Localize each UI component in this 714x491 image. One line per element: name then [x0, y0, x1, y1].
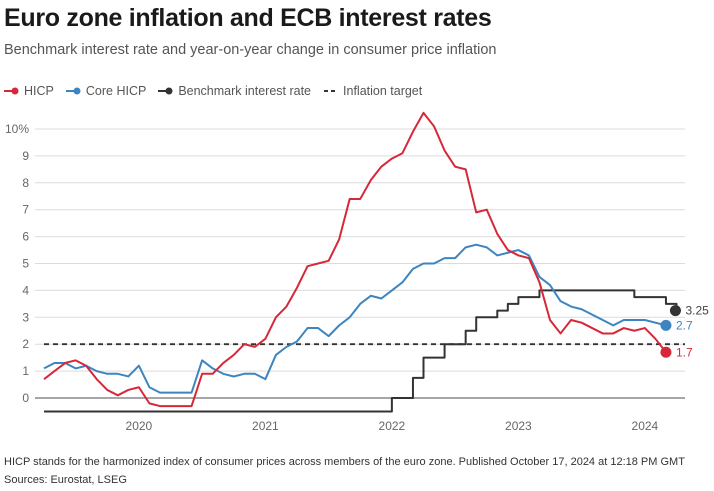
y-tick-label: 8 — [22, 176, 29, 190]
y-tick-label: 7 — [22, 203, 29, 217]
y-tick-label: 10% — [5, 122, 29, 136]
legend-label-inflation-target: Inflation target — [343, 84, 423, 98]
y-tick-label: 9 — [22, 149, 29, 163]
y-tick-label: 2 — [22, 337, 29, 351]
benchmark-interest-rate-line — [44, 289, 678, 413]
x-tick-label: 2023 — [505, 419, 532, 433]
legend-swatch-hicp — [4, 87, 19, 95]
legend-swatch-benchmark-rate — [158, 87, 173, 95]
y-axis-ticks: 0 1 2 3 4 5 6 7 8 9 10% — [5, 122, 29, 405]
hicp-end-label: 1.7 — [676, 345, 693, 359]
footer-note: HICP stands for the harmonized index of … — [4, 456, 685, 468]
y-tick-label: 6 — [22, 230, 29, 244]
core-hicp-end-label: 2.7 — [676, 318, 693, 332]
legend-swatch-inflation-target — [324, 90, 339, 92]
core-hicp-end-dot — [660, 319, 672, 331]
page-title: Euro zone inflation and ECB interest rat… — [4, 4, 492, 32]
x-tick-label: 2021 — [252, 419, 279, 433]
y-tick-label: 3 — [22, 310, 29, 324]
gridlines — [35, 128, 685, 399]
hicp-end-dot — [660, 346, 672, 358]
series-lines — [43, 111, 678, 413]
benchmark-interest-rate-end-label: 3.25 — [685, 304, 709, 318]
legend-item-hicp[interactable]: HICP — [4, 84, 54, 98]
legend-item-benchmark-rate[interactable]: Benchmark interest rate — [158, 84, 311, 98]
y-tick-label: 1 — [22, 364, 29, 378]
x-tick-label: 2022 — [379, 419, 406, 433]
hicp-line — [43, 111, 667, 408]
legend-item-core-hicp[interactable]: Core HICP — [65, 84, 147, 98]
x-axis-ticks: 2020 2021 2022 2023 2024 — [126, 419, 659, 433]
end-markers: 3.252.7 1.7 — [660, 304, 709, 359]
legend-item-inflation-target[interactable]: Inflation target — [323, 84, 422, 98]
y-tick-label: 5 — [22, 257, 29, 271]
page-subtitle: Benchmark interest rate and year-on-year… — [4, 42, 497, 58]
legend-label-core-hicp: Core HICP — [85, 84, 147, 98]
legend-label-benchmark-rate: Benchmark interest rate — [178, 84, 312, 98]
legend-label-hicp: HICP — [24, 84, 54, 98]
benchmark-interest-rate-end-dot — [669, 305, 681, 317]
x-tick-label: 2024 — [632, 419, 659, 433]
chart-legend: HICP Core HICP Benchmark interest rate I… — [4, 84, 434, 98]
core-hicp-line — [43, 243, 667, 394]
legend-swatch-core-hicp — [65, 87, 81, 95]
y-tick-label: 0 — [22, 391, 29, 405]
y-tick-label: 4 — [22, 283, 29, 297]
x-tick-label: 2020 — [126, 419, 153, 433]
footer-sources: Sources: Eurostat, LSEG — [4, 474, 127, 486]
